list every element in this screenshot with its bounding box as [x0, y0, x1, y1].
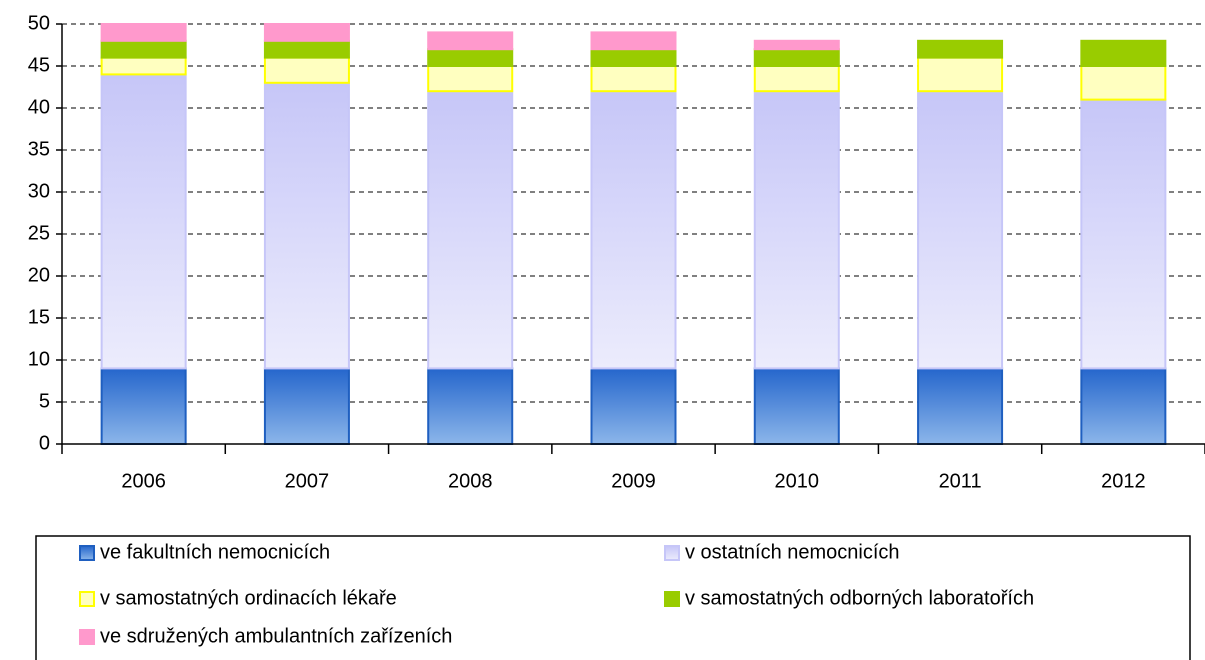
y-tick-label: 50: [28, 12, 50, 34]
bar-segment: [1080, 98, 1167, 370]
legend-label: ve sdružených ambulantních zařízeních: [100, 625, 452, 647]
bar-segment: [753, 90, 840, 370]
y-tick-label: 20: [28, 264, 50, 286]
y-tick-label: 35: [28, 138, 50, 160]
bar-segment: [590, 48, 677, 67]
bar-segment: [1080, 367, 1167, 445]
x-tick-label: 2010: [775, 470, 820, 492]
bar-segment: [100, 367, 187, 445]
bar-segment: [427, 48, 514, 67]
bar-segment: [427, 90, 514, 370]
legend-swatch: [664, 591, 680, 607]
y-tick-label: 15: [28, 306, 50, 328]
bar-segment: [753, 367, 840, 445]
y-tick-label: 30: [28, 180, 50, 202]
y-tick-label: 10: [28, 348, 50, 370]
bar-segment: [753, 48, 840, 67]
bar-segment: [263, 367, 350, 445]
bar-segment: [590, 31, 677, 51]
bar-segment: [427, 31, 514, 51]
bar-segment: [590, 65, 677, 93]
x-tick-label: 2006: [121, 470, 166, 492]
y-tick-label: 5: [39, 390, 50, 412]
x-tick-label: 2007: [285, 470, 330, 492]
bar-segment: [590, 90, 677, 370]
x-tick-label: 2011: [939, 470, 982, 492]
x-tick-label: 2008: [448, 470, 493, 492]
bar-segment: [427, 367, 514, 445]
y-tick-label: 45: [28, 54, 50, 76]
x-tick-label: 2009: [611, 470, 656, 492]
bar-segment: [590, 367, 677, 445]
y-tick-label: 25: [28, 222, 50, 244]
legend-label: v ostatních nemocnicích: [685, 541, 900, 563]
legend-swatch: [79, 545, 95, 561]
legend-label: v samostatných ordinacích lékaře: [100, 587, 397, 609]
bar-segment: [263, 81, 350, 370]
legend-label: v samostatných odborných laboratořích: [685, 587, 1034, 609]
bar-segment: [263, 39, 350, 59]
legend-swatch: [79, 629, 95, 645]
bar-segment: [1080, 39, 1167, 67]
legend-label: ve fakultních nemocnicích: [100, 541, 330, 563]
bar-segment: [917, 367, 1004, 445]
bar-segment: [263, 56, 350, 84]
bar-segment: [917, 39, 1004, 59]
bar-segment: [100, 39, 187, 59]
bar-segment: [753, 39, 840, 51]
bar-segment: [100, 56, 187, 76]
bar-segment: [1080, 65, 1167, 101]
y-tick-label: 40: [28, 96, 50, 118]
x-tick-label: 2012: [1101, 470, 1146, 492]
bar-segment: [100, 73, 187, 370]
bar-segment: [753, 65, 840, 93]
bar-segment: [100, 23, 187, 42]
legend-swatch: [664, 545, 680, 561]
bar-segment: [427, 65, 514, 93]
legend-box: [35, 535, 1191, 660]
legend-swatch: [79, 591, 95, 607]
bar-segment: [917, 90, 1004, 370]
bar-segment: [917, 56, 1004, 93]
y-tick-label: 0: [39, 432, 50, 454]
bar-segment: [263, 23, 350, 42]
